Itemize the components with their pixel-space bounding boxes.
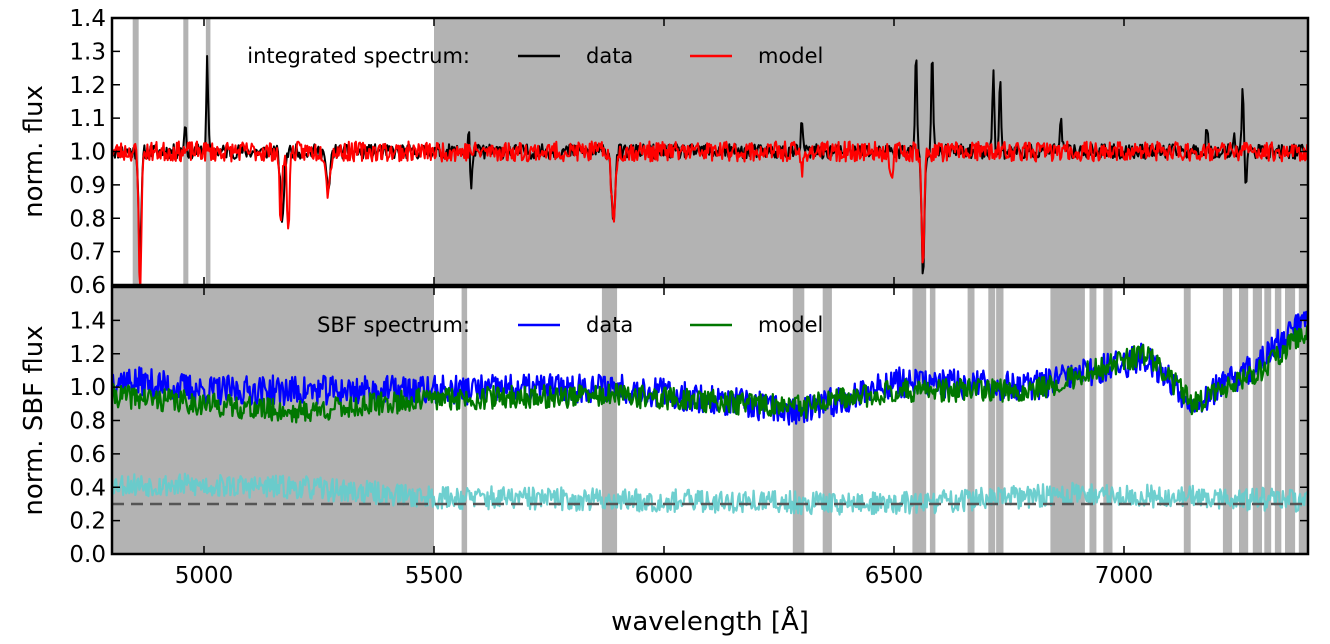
legend-label-top-data: data xyxy=(586,44,633,68)
masked-region-bottom-15 xyxy=(1239,287,1249,554)
xlabel-bottom: wavelength [Å] xyxy=(611,605,809,637)
ytick-label-top-1: 0.7 xyxy=(69,240,106,266)
xtick-label-bottom-2: 6000 xyxy=(635,563,694,589)
series-bottom-residual xyxy=(112,472,1308,516)
masked-region-bottom-12 xyxy=(1103,287,1113,554)
masked-region-bottom-1 xyxy=(461,287,468,554)
ytick-label-top-5: 1.1 xyxy=(69,106,106,132)
legend-label-top-model: model xyxy=(758,44,823,68)
ytick-label-top-7: 1.3 xyxy=(69,39,106,65)
ytick-label-top-3: 0.9 xyxy=(69,173,106,199)
legend-title-top: integrated spectrum: xyxy=(247,44,470,68)
masked-region-bottom-14 xyxy=(1222,287,1233,554)
ytick-label-bottom-3: 0.6 xyxy=(69,442,106,468)
masked-region-bottom-4 xyxy=(822,287,832,554)
xtick-label-bottom-1: 5500 xyxy=(405,563,464,589)
masked-region-bottom-10 xyxy=(1050,287,1085,554)
plot-area-top xyxy=(112,55,1308,285)
ytick-label-top-4: 1.0 xyxy=(69,140,106,166)
series-top-model xyxy=(112,140,1308,285)
masked-region-bottom-19 xyxy=(1285,287,1296,554)
ytick-label-bottom-7: 1.4 xyxy=(69,308,106,334)
masked-region-bottom-11 xyxy=(1089,287,1097,554)
legend-label-bottom-data: data xyxy=(586,313,633,337)
masked-region-top-2 xyxy=(205,18,211,285)
masked-region-bottom-6 xyxy=(929,287,936,554)
ytick-label-bottom-5: 1.0 xyxy=(69,375,106,401)
ytick-label-top-2: 0.8 xyxy=(69,206,106,232)
ylabel-bottom: norm. SBF flux xyxy=(19,325,49,515)
xtick-label-bottom-3: 6500 xyxy=(865,563,924,589)
masked-region-bottom-2 xyxy=(601,287,618,554)
ytick-label-bottom-0: 0.0 xyxy=(69,542,106,568)
ytick-label-bottom-4: 0.8 xyxy=(69,409,106,435)
masked-region-bottom-8 xyxy=(988,287,996,554)
ylabel-top: norm. flux xyxy=(19,85,49,218)
ytick-label-top-6: 1.2 xyxy=(69,73,106,99)
ytick-label-top-0: 0.6 xyxy=(69,273,106,299)
series-bottom-model xyxy=(112,325,1308,424)
masked-region-bottom-9 xyxy=(996,287,1004,554)
ytick-label-bottom-2: 0.4 xyxy=(69,475,106,501)
ytick-label-top-8: 1.4 xyxy=(69,6,106,32)
masked-region-bottom-18 xyxy=(1274,287,1282,554)
integrated-spectrum-panel: 0.6 0.7 0.8 0.9 1.0 1.1 1.2 1.3 1.4 norm. flux int… xyxy=(19,6,1310,299)
legend-title-bottom: SBF spectrum: xyxy=(317,313,470,337)
xtick-label-bottom-0: 5000 xyxy=(175,563,234,589)
ytick-label-bottom-1: 0.2 xyxy=(69,509,106,535)
legend-label-bottom-model: model xyxy=(758,313,823,337)
masked-region-bottom-17 xyxy=(1264,287,1272,554)
ytick-label-bottom-6: 1.2 xyxy=(69,342,106,368)
masked-region-bottom-16 xyxy=(1252,287,1262,554)
plot-area-bottom xyxy=(112,310,1308,516)
masked-region-bottom-7 xyxy=(967,287,975,554)
masked-region-bottom-5 xyxy=(912,287,927,554)
sbf-spectrum-panel: 0.0 0.2 0.4 0.6 0.8 1.0 1.2 1.4 5000 5500 6000 6500… xyxy=(19,285,1310,637)
masked-region-bottom-13 xyxy=(1183,287,1191,554)
xtick-label-bottom-4: 7000 xyxy=(1095,563,1154,589)
